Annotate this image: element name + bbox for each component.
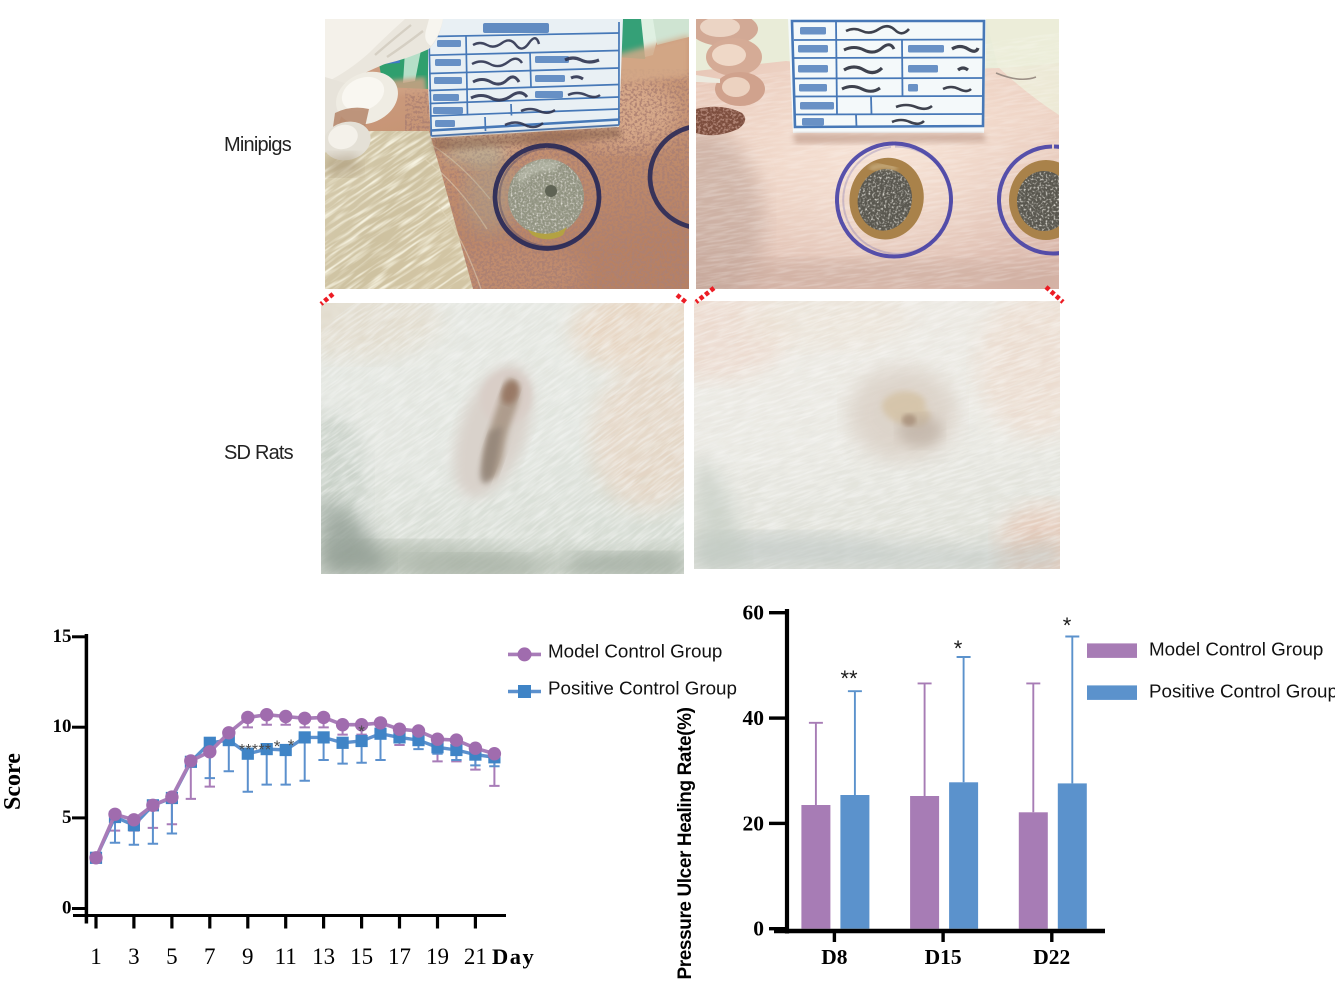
svg-text:*: *: [258, 742, 264, 759]
svg-text:0: 0: [62, 898, 72, 919]
svg-text:1: 1: [90, 944, 102, 969]
svg-text:D22: D22: [1033, 945, 1070, 969]
svg-text:5: 5: [62, 807, 72, 828]
svg-text:Model Control Group: Model Control Group: [1149, 639, 1323, 660]
svg-text:15: 15: [350, 944, 373, 969]
svg-text:Model Control Group: Model Control Group: [548, 641, 722, 662]
svg-text:Positive Control Group: Positive Control Group: [548, 678, 737, 699]
svg-text:*: *: [252, 742, 258, 759]
svg-text:40: 40: [743, 706, 765, 730]
svg-text:*: *: [274, 737, 281, 756]
svg-text:60: 60: [743, 601, 765, 625]
svg-text:**: **: [840, 666, 858, 691]
svg-text:13: 13: [312, 944, 335, 969]
svg-text:19: 19: [426, 944, 449, 969]
svg-text:21: 21: [464, 944, 487, 969]
svg-text:15: 15: [53, 626, 72, 647]
svg-text:0: 0: [753, 917, 764, 941]
svg-text:Score: Score: [0, 753, 26, 810]
svg-text:*: *: [239, 742, 245, 759]
svg-text:*: *: [1063, 613, 1072, 638]
svg-text:*: *: [954, 636, 963, 661]
svg-text:11: 11: [275, 944, 297, 969]
svg-text:10: 10: [53, 716, 72, 737]
svg-text:D8: D8: [821, 945, 848, 969]
svg-text:Day: Day: [492, 944, 535, 969]
svg-text:7: 7: [204, 944, 216, 969]
svg-text:9: 9: [242, 944, 254, 969]
svg-text:17: 17: [388, 944, 411, 969]
svg-text:*: *: [358, 722, 365, 741]
svg-text:Positive Control Group: Positive Control Group: [1149, 681, 1335, 702]
svg-text:*: *: [245, 742, 251, 759]
svg-text:*: *: [288, 736, 295, 755]
svg-text:5: 5: [166, 944, 178, 969]
svg-text:Pressure Ulcer Healing Rate(%): Pressure Ulcer Healing Rate(%): [675, 707, 696, 979]
svg-text:*: *: [265, 742, 271, 759]
svg-text:D15: D15: [925, 945, 962, 969]
svg-text:20: 20: [743, 811, 765, 835]
svg-text:3: 3: [128, 944, 140, 969]
